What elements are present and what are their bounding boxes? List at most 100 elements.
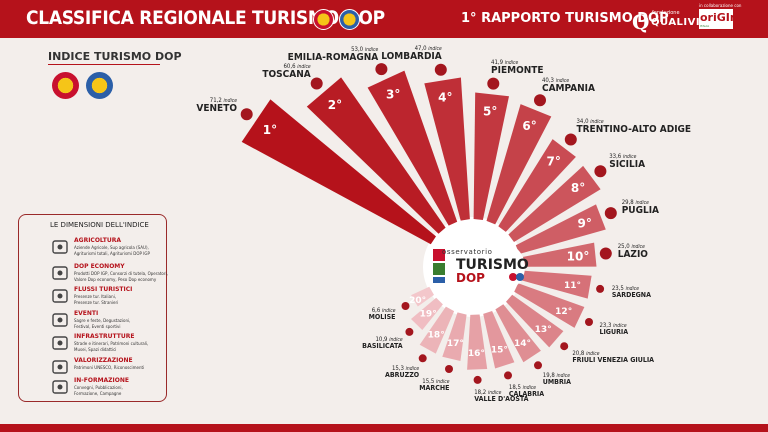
dop-economy-icon [51, 264, 69, 282]
region-name: MOLISE [368, 312, 396, 321]
region-name: PUGLIA [621, 204, 660, 216]
dimension-title: EVENTI [74, 310, 99, 317]
region-label: 15,3 indice ABRUZZO [385, 365, 419, 379]
region-value: 71,2 indice [209, 96, 237, 104]
region-name: EMILIA-ROMAGNA [287, 52, 379, 64]
region-name: SICILIA [609, 159, 646, 171]
bar-calabria [483, 311, 515, 369]
bar-trentino-alto-adige [498, 139, 576, 232]
region-map-icon [596, 284, 605, 293]
logo-sub-text: DOP [456, 271, 485, 285]
people-icon [51, 378, 69, 396]
region-label: 25,0 indice LAZIO [618, 243, 648, 260]
dop-seal-icon [52, 72, 79, 99]
region-value: 19,8 indice [542, 371, 570, 379]
dop-seal-icon [313, 9, 334, 30]
rank-label: 16° [468, 349, 485, 359]
region-map-icon [534, 94, 546, 107]
region-name: ABRUZZO [385, 371, 420, 380]
region-name: FRIULI VENEZIA GIULIA [572, 355, 655, 364]
rank-label: 20° [409, 296, 426, 306]
tractor-icon [51, 238, 69, 256]
qualivita-logo-icon: Q [632, 10, 650, 34]
region-value: 33,6 indice [609, 153, 637, 161]
origin-logo-box [699, 9, 733, 29]
origin-caption: in collaborazione con [699, 3, 742, 8]
bar-sardegna [519, 270, 592, 299]
bar-sicilia [508, 165, 601, 242]
region-value: 10,9 indice [375, 336, 403, 344]
footer-bar [0, 424, 768, 432]
region-label: 15,5 indice MARCHE [419, 378, 449, 392]
region-map-icon [445, 365, 453, 373]
region-name: CALABRIA [508, 389, 545, 398]
rank-label: 17° [447, 339, 464, 349]
rank-label: 19° [420, 310, 437, 320]
bar-puglia [515, 204, 606, 254]
region-value: 18,2 indice [474, 388, 502, 396]
dimension-title: INFRASTRUTTURE [74, 333, 135, 340]
region-label: 23,3 indice LIGURIA [599, 322, 628, 336]
dimension-title: VALORIZZAZIONE [74, 357, 133, 364]
region-value: 34,0 indice [576, 118, 604, 126]
dimensions-panel [18, 214, 167, 402]
region-label: 40,3 indice CAMPANIA [542, 77, 595, 94]
bar-friuli-venezia-giulia [506, 294, 564, 348]
region-label: 34,0 indice TRENTINO-ALTO ADIGE [576, 118, 691, 135]
bar-liguria [514, 283, 585, 328]
region-name: VENETO [196, 102, 237, 114]
region-map-icon [405, 327, 414, 336]
logo-top-text: osservatorio [442, 248, 493, 256]
qualivita-name: QUALIVITA [651, 17, 715, 28]
region-label: 23,5 indice SARDEGNA [612, 285, 651, 299]
qualivita-small: fondazione [652, 10, 680, 16]
rank-label: 3° [386, 88, 400, 102]
region-map-icon [604, 207, 617, 220]
bar-lombardia [424, 77, 470, 221]
region-label: 41,9 indice PIEMONTE [491, 59, 544, 76]
region-map-icon [487, 77, 500, 90]
region-label: 29,8 indice PUGLIA [622, 199, 659, 216]
region-label: 20,8 indice FRIULI VENEZIA GIULIA [572, 350, 654, 364]
bar-campania [486, 104, 552, 225]
bar-umbria [495, 304, 541, 363]
region-label: 60,6 indice TOSCANA [262, 63, 310, 80]
bar-piemonte [473, 92, 509, 220]
observatory-logo [425, 242, 525, 292]
region-name: VALLE D'AOSTA [474, 394, 529, 403]
calendar-icon [51, 311, 69, 329]
region-value: 29,8 indice [621, 198, 649, 206]
rank-label: 5° [483, 104, 497, 118]
logo-main-text: TURISMO [456, 257, 529, 273]
region-map-icon [564, 133, 577, 146]
region-name: BASILICATA [362, 342, 403, 351]
header-bar [0, 0, 768, 38]
region-value: 6,6 indice [371, 306, 396, 314]
dimension-description: Prodotti DOP IGP, Consorzi di tutela, Op… [74, 271, 168, 282]
region-name: LIGURIA [599, 327, 629, 336]
region-value: 40,3 indice [541, 76, 570, 84]
dimensions-heading: LE DIMENSIONI DELL'INDICE [50, 221, 149, 229]
dimension-title: FLUSSI TURISTICI [74, 286, 133, 293]
region-value: 60,6 indice [283, 62, 311, 70]
region-label: 53,0 indice EMILIA-ROMAGNA [288, 46, 379, 63]
bar-marche [442, 312, 467, 361]
bar-abruzzo [419, 306, 455, 354]
rank-label: 11° [564, 281, 581, 291]
rank-label: 13° [535, 325, 552, 335]
bar-veneto [241, 99, 436, 245]
dimension-description: Strade e itinerari, Patrimoni culturali,… [74, 341, 149, 352]
origin-logo: oriGIn [700, 11, 738, 24]
region-label: 10,9 indice BASILICATA [362, 336, 402, 350]
rank-label: 9° [578, 216, 592, 230]
region-label: 18,2 indice VALLE D'AOSTA [474, 389, 528, 403]
region-map-icon [599, 247, 612, 260]
bar-lazio [520, 242, 597, 267]
ribbon-icon [51, 358, 69, 376]
region-label: 47,0 indice LOMBARDIA [381, 45, 442, 62]
dimension-title: DOP ECONOMY [74, 263, 125, 270]
rank-label: 1° [263, 123, 277, 137]
region-value: 23,5 indice [611, 284, 640, 292]
divider [48, 64, 160, 65]
